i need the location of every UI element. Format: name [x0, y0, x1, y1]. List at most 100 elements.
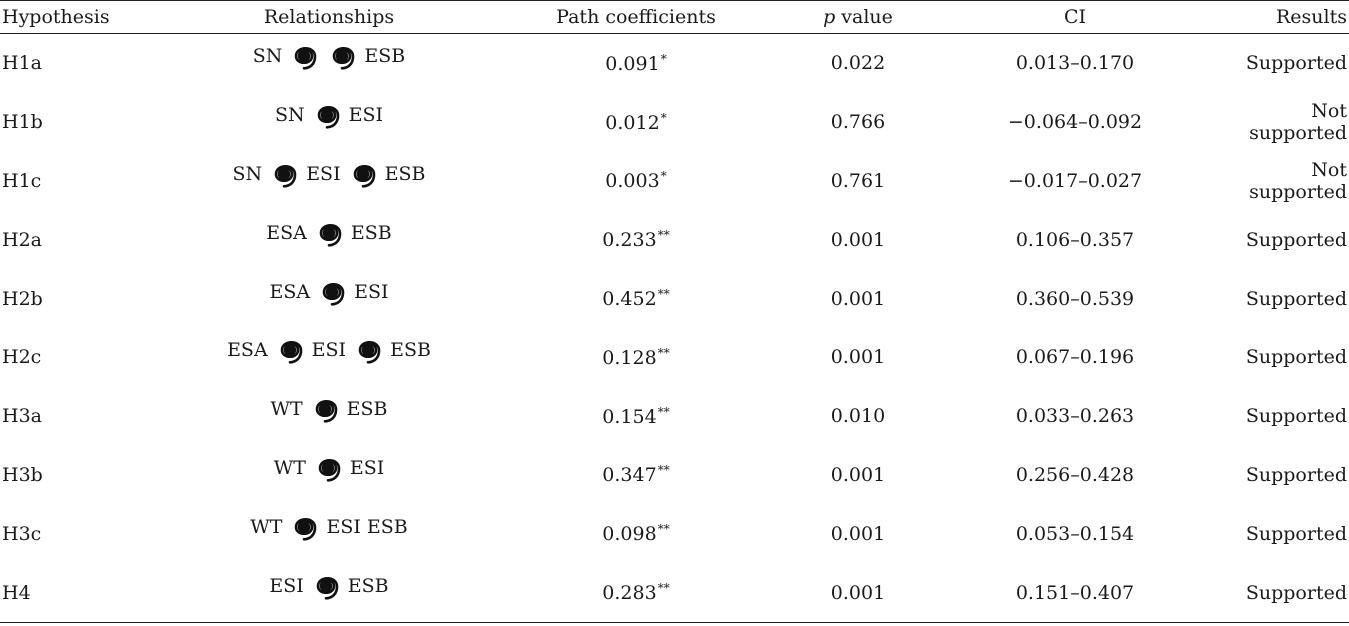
table-row: H1b SN ESI 0.012* 0.766 −0.064–0.092 Not suppo… [0, 93, 1349, 152]
construct-label: ESB [346, 398, 388, 421]
significance-marker: * [660, 110, 667, 125]
result-cell: Supported [1245, 52, 1347, 75]
construct-label: SN [274, 104, 305, 127]
relationship-path: SN ESI [275, 99, 383, 131]
hypothesis-cell: H2b [2, 287, 43, 310]
path-coefficient-cell: 0.098** [500, 504, 772, 563]
significance-marker: ** [657, 581, 670, 596]
significance-marker: ** [657, 463, 670, 478]
ci-cell: 0.053–0.154 [1015, 522, 1135, 545]
path-coefficient-cell: 0.012* [500, 93, 772, 152]
ci-cell: 0.256–0.428 [1015, 463, 1135, 486]
path-coefficient-cell: 0.452** [500, 269, 772, 328]
coefficient-value: 0.091 [605, 52, 660, 75]
header-p-value: p value [772, 0, 944, 34]
coefficient-value: 0.128 [602, 346, 657, 369]
construct-label: ESI ESB [326, 515, 408, 538]
relationship-path: ESI ESB [269, 570, 389, 602]
result-cell: Not supported [1249, 100, 1347, 145]
construct-label: ESB [390, 339, 431, 362]
p-value-cell: 0.761 [830, 169, 886, 192]
result-cell: Supported [1245, 463, 1347, 486]
header-p-italic: p [823, 6, 836, 28]
hypothesis-cell: H1a [2, 52, 42, 75]
p-value-cell: 0.766 [830, 111, 886, 134]
relationship-cell: SN ESB [158, 34, 500, 93]
table-body: H1a SN ESB 0.091* 0.022 0.013–0.170 Supported H… [0, 34, 1349, 623]
path-coefficient-cell: 0.347** [500, 446, 772, 505]
header-path-coefficients: Path coefficients [500, 0, 772, 34]
relationship-path: SN ESI ESB [232, 158, 426, 190]
relationship-path: ESA ESI [269, 276, 389, 308]
table-row: H3a WT ESB 0.154** 0.010 0.033–0.263 Supported [0, 387, 1349, 446]
result-cell: Supported [1245, 287, 1347, 310]
ci-cell: 0.360–0.539 [1015, 287, 1135, 310]
significance-marker: * [660, 51, 667, 66]
header-hypothesis: Hypothesis [0, 0, 158, 34]
hypothesis-cell: H4 [0, 563, 158, 623]
ci-cell: −0.017–0.027 [1007, 169, 1143, 192]
header-p-rest: value [835, 6, 893, 28]
relationship-cell: WT ESI [158, 446, 500, 505]
relationship-cell: ESA ESB [158, 210, 500, 269]
coefficient-value: 0.452 [602, 288, 657, 311]
coefficient-value: 0.283 [602, 582, 657, 605]
p-value-cell: 0.001 [772, 563, 944, 623]
coefficient-value: 0.233 [602, 229, 657, 252]
spiral-arrow-icon [288, 511, 320, 543]
table-row: H4 ESI ESB 0.283** 0.001 0.151–0.407 Supported [0, 563, 1349, 623]
spiral-arrow-icon [310, 570, 342, 602]
path-coefficient-cell: 0.003* [500, 152, 772, 211]
header-relationships: Relationships [158, 0, 500, 34]
hypothesis-cell: H3a [2, 405, 42, 428]
header-ci: CI [944, 0, 1206, 34]
spiral-arrow-icon [311, 99, 343, 131]
construct-label: ESI [306, 162, 341, 185]
relationship-path: ESA ESB [266, 217, 392, 249]
construct-label: WT [270, 398, 303, 421]
spiral-arrow-icon [312, 452, 344, 484]
spiral-arrow-icon [352, 334, 384, 366]
relationship-cell: SN ESI ESB [158, 152, 500, 211]
result-cell: Supported [1245, 228, 1347, 251]
construct-label: ESI [349, 456, 385, 479]
p-value-cell: 0.001 [830, 287, 886, 310]
ci-cell: 0.067–0.196 [1015, 346, 1135, 369]
path-coefficient-cell: 0.128** [500, 328, 772, 387]
path-coefficient-cell: 0.283** [500, 563, 772, 623]
result-cell: Supported [1245, 405, 1347, 428]
significance-marker: ** [657, 287, 670, 302]
significance-marker: ** [657, 228, 670, 243]
significance-marker: * [660, 169, 667, 184]
relationship-path: SN ESB [252, 40, 406, 72]
hypothesis-cell: H2a [2, 228, 42, 251]
ci-cell: −0.064–0.092 [1007, 111, 1143, 134]
construct-label: ESB [364, 45, 406, 68]
relationship-path: WT ESI [274, 452, 385, 484]
table-row: H3c WT ESI ESB 0.098** 0.001 0.053–0.154 Suppo… [0, 504, 1349, 563]
relationship-cell: ESA ESI ESB [158, 328, 500, 387]
ci-cell: 0.033–0.263 [1015, 405, 1135, 428]
relationship-path: WT ESI ESB [250, 511, 408, 543]
table-row: H3b WT ESI 0.347** 0.001 0.256–0.428 Supported [0, 446, 1349, 505]
hypothesis-cell: H3b [2, 463, 43, 486]
significance-marker: ** [657, 522, 670, 537]
table-row: H2a ESA ESB 0.233** 0.001 0.106–0.357 Supporte… [0, 210, 1349, 269]
relationship-path: ESA ESI ESB [227, 334, 431, 366]
p-value-cell: 0.010 [830, 405, 886, 428]
construct-label: SN [232, 162, 263, 185]
construct-label: SN [252, 45, 283, 68]
result-cell: Supported [1206, 563, 1349, 623]
construct-label: ESB [384, 162, 426, 185]
coefficient-value: 0.003 [605, 170, 660, 193]
construct-label: ESI [348, 104, 384, 127]
construct-label: ESB [347, 574, 389, 597]
p-value-cell: 0.001 [830, 522, 886, 545]
hypothesis-cell: H1c [2, 169, 42, 192]
p-value-cell: 0.022 [830, 52, 886, 75]
spiral-arrow-icon [347, 158, 379, 190]
coefficient-value: 0.012 [605, 111, 660, 134]
table-row: H1c SN ESI ESB 0.003* 0.761 −0.017–0.027 Not su… [0, 152, 1349, 211]
significance-marker: ** [657, 345, 670, 360]
